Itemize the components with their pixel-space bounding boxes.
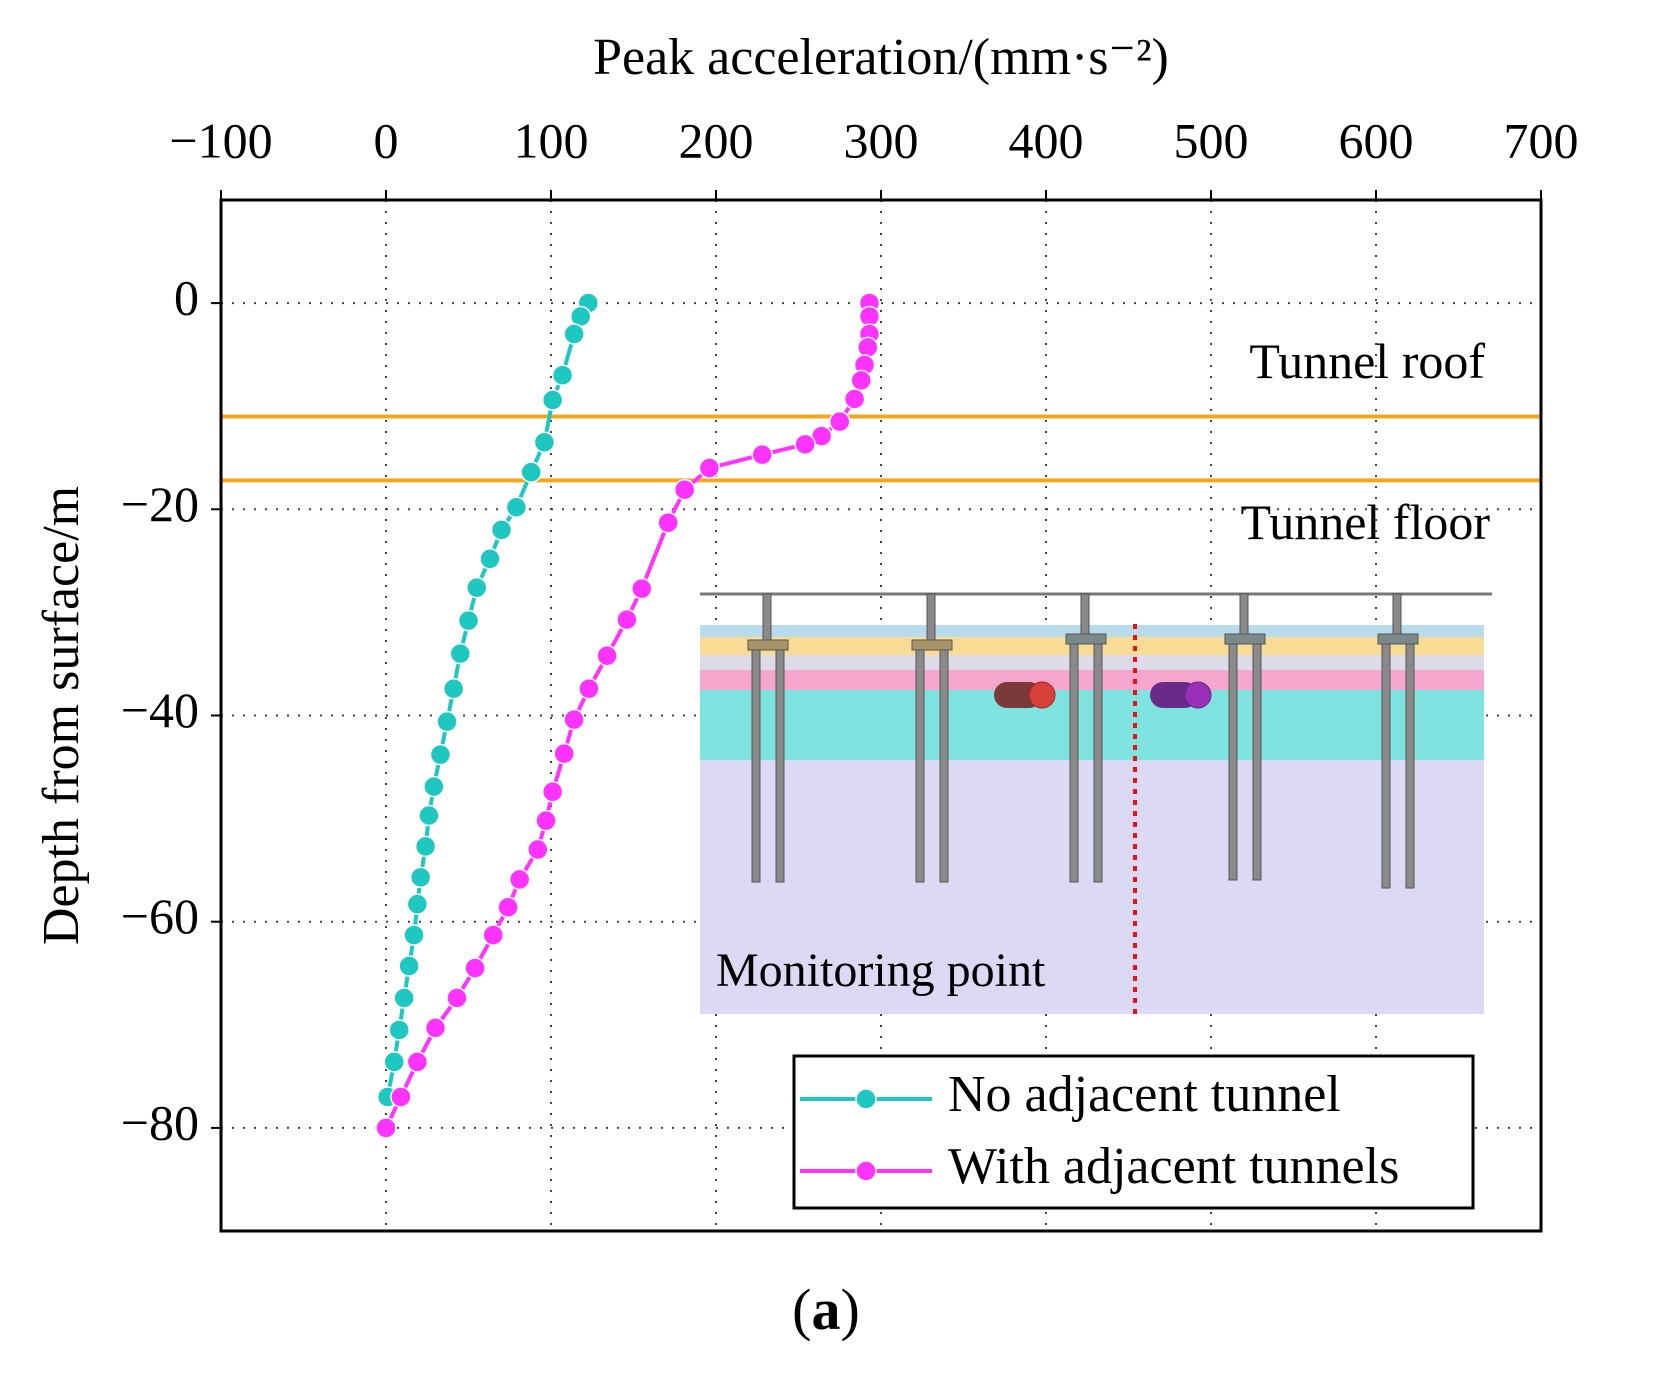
marker bbox=[406, 1051, 429, 1073]
marker bbox=[393, 987, 415, 1009]
marker bbox=[578, 677, 600, 700]
legend-marker bbox=[855, 1160, 877, 1182]
marker bbox=[449, 642, 471, 665]
x-tick-label: 0 bbox=[374, 112, 399, 168]
marker bbox=[464, 957, 486, 979]
y-axis-label: Depth from surface/m bbox=[33, 486, 90, 945]
marker bbox=[541, 389, 564, 411]
legend-marker bbox=[855, 1088, 877, 1110]
marker bbox=[505, 496, 528, 518]
marker bbox=[482, 924, 504, 946]
marker bbox=[520, 461, 542, 483]
marker bbox=[423, 775, 445, 798]
marker bbox=[436, 710, 458, 733]
marker bbox=[403, 924, 425, 946]
marker bbox=[698, 457, 721, 479]
y-tick-label: 0 bbox=[174, 270, 199, 326]
caption-label: a bbox=[812, 1277, 841, 1342]
marker bbox=[375, 1117, 397, 1139]
marker bbox=[390, 1086, 412, 1108]
x-axis-label: Peak acceleration/(mm·s⁻²) bbox=[593, 29, 1169, 86]
caption-paren: ( bbox=[792, 1277, 811, 1342]
y-tick-label: −20 bbox=[121, 476, 199, 532]
plot-frame bbox=[219, 198, 1543, 1233]
marker bbox=[497, 896, 519, 919]
legend-label: No adjacent tunnel bbox=[948, 1066, 1341, 1123]
x-tick-label: 700 bbox=[1504, 112, 1579, 168]
marker bbox=[631, 577, 653, 600]
series-line bbox=[385, 302, 591, 1098]
marker bbox=[829, 410, 851, 433]
marker bbox=[551, 364, 574, 387]
tunnel-diagram bbox=[700, 592, 1492, 1014]
marker bbox=[383, 1051, 405, 1073]
annotation: Monitoring point bbox=[716, 944, 1046, 997]
marker bbox=[541, 781, 564, 803]
annotation: Tunnel roof bbox=[1249, 333, 1485, 389]
marker bbox=[857, 336, 879, 359]
marker bbox=[751, 443, 773, 466]
marker bbox=[409, 866, 432, 889]
marker bbox=[429, 743, 452, 766]
marker bbox=[466, 576, 488, 599]
legend-box bbox=[792, 1054, 1475, 1210]
caption-paren: ) bbox=[841, 1277, 860, 1342]
marker bbox=[850, 369, 872, 392]
marker bbox=[446, 987, 468, 1009]
x-tick-label: 100 bbox=[514, 112, 589, 168]
y-tick-label: −80 bbox=[121, 1094, 199, 1150]
marker bbox=[533, 431, 556, 454]
marker bbox=[794, 433, 816, 456]
marker bbox=[616, 608, 638, 631]
x-tick-label: 600 bbox=[1339, 112, 1414, 168]
marker bbox=[657, 511, 679, 534]
annotation: Tunnel floor bbox=[1240, 494, 1490, 550]
marker bbox=[406, 893, 429, 915]
y-tick-label: −40 bbox=[121, 682, 199, 738]
marker bbox=[442, 677, 465, 700]
marker bbox=[457, 609, 480, 632]
marker bbox=[596, 644, 618, 667]
marker bbox=[424, 1017, 447, 1039]
marker bbox=[527, 838, 549, 861]
marker bbox=[563, 323, 585, 345]
marker bbox=[535, 809, 557, 832]
caption: (a) bbox=[792, 1277, 860, 1342]
y-tick-label: −60 bbox=[121, 888, 199, 944]
x-tick-label: 500 bbox=[1174, 112, 1249, 168]
marker bbox=[414, 835, 437, 858]
marker bbox=[673, 478, 696, 501]
x-tick-label: −100 bbox=[169, 112, 272, 168]
x-tick-label: 200 bbox=[679, 112, 754, 168]
x-tick-label: 400 bbox=[1009, 112, 1084, 168]
legend-label: With adjacent tunnels bbox=[948, 1138, 1399, 1195]
marker bbox=[388, 1019, 410, 1041]
marker bbox=[398, 955, 420, 977]
marker bbox=[508, 868, 531, 891]
marker bbox=[563, 708, 585, 731]
x-tick-label: 300 bbox=[844, 112, 919, 168]
marker bbox=[843, 388, 866, 410]
marker bbox=[479, 548, 501, 570]
marker bbox=[553, 742, 575, 765]
marker bbox=[418, 804, 440, 827]
marker bbox=[490, 519, 513, 541]
